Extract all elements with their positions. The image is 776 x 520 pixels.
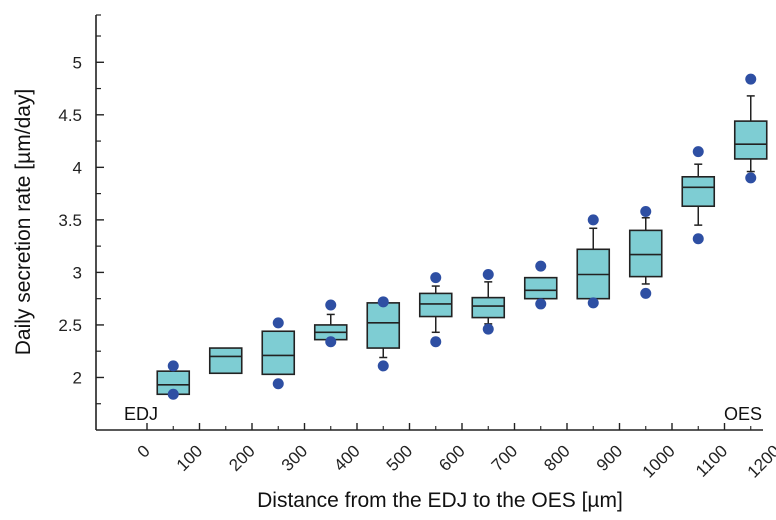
box-iqr [366,302,401,349]
y-axis-title: Daily secretion rate [µm/day] [12,89,35,356]
y-tick-label: 3 [73,263,82,282]
box-series [156,73,768,400]
x-tick-label: 400 [330,441,363,474]
x-tick-label: 600 [435,441,468,474]
outlier-point [325,336,337,348]
box-100-200 [208,347,243,375]
box-iqr [418,292,453,318]
box-800-900 [576,214,611,309]
box-1000-1100 [681,146,716,245]
outlier-point [692,233,704,245]
box-300-400 [313,299,348,348]
x-tick-label: 900 [593,441,626,474]
x-tick-label: 700 [488,441,521,474]
x-tick-label: 300 [278,441,311,474]
outlier-point [377,360,389,372]
y-axis-ticks: 2 2.5 3 3.5 4 4.5 5 [58,14,104,405]
outlier-point [692,146,704,158]
outlier-point [587,214,599,226]
outlier-point [640,287,652,299]
x-tick-label: 800 [540,441,573,474]
x-tick-label: 1000 [639,441,679,481]
outlier-point [272,317,284,329]
outlier-point [482,323,494,335]
box-400-500 [366,296,401,372]
outlier-point [745,73,757,85]
box-1100-1200 [733,73,768,184]
outlier-point [587,297,599,309]
outlier-point [535,298,547,310]
y-tick-label: 5 [73,53,82,72]
outlier-point [325,299,337,311]
box-iqr [681,175,716,208]
outlier-point [745,172,757,184]
box-200-300 [261,317,296,390]
box-iqr [261,330,296,376]
y-tick-label: 4 [73,158,82,177]
x-tick-label: 1200 [744,441,776,481]
x-tick-label: 500 [383,441,416,474]
outlier-point [377,296,389,308]
y-tick-label: 3.5 [58,211,82,230]
x-axis-title: Distance from the EDJ to the OES [µm] [257,489,623,512]
annotation-oes: OES [724,404,762,424]
annotation-edj: EDJ [124,404,158,424]
box-600-700 [471,269,506,335]
plot-frame [95,15,763,431]
outlier-point [482,269,494,281]
outlier-point [430,336,442,348]
box-iqr [733,120,768,160]
box-0-100 [156,360,191,400]
box-500-600 [418,272,453,348]
outlier-point [167,360,179,372]
x-axis-ticks: 0 100 200 300 400 500 600 700 800 900 1000 1100 1200… [134,423,776,482]
box-iqr [208,347,243,375]
x-tick-label: 100 [173,441,206,474]
y-tick-label: 2.5 [58,316,82,335]
x-tick-label: 0 [134,441,154,461]
x-tick-label: 200 [225,441,258,474]
x-tick-label: 1100 [692,441,731,480]
outlier-point [640,205,652,217]
outlier-point [535,260,547,272]
box-900-1000 [628,205,663,299]
outlier-point [272,378,284,390]
box-700-800 [523,260,558,310]
outlier-point [167,388,179,400]
box-iqr [471,296,506,319]
y-tick-label: 4.5 [58,106,82,125]
outlier-point [430,272,442,284]
box-iqr [523,276,558,300]
box-iqr [628,229,663,278]
y-tick-label: 2 [73,368,82,387]
